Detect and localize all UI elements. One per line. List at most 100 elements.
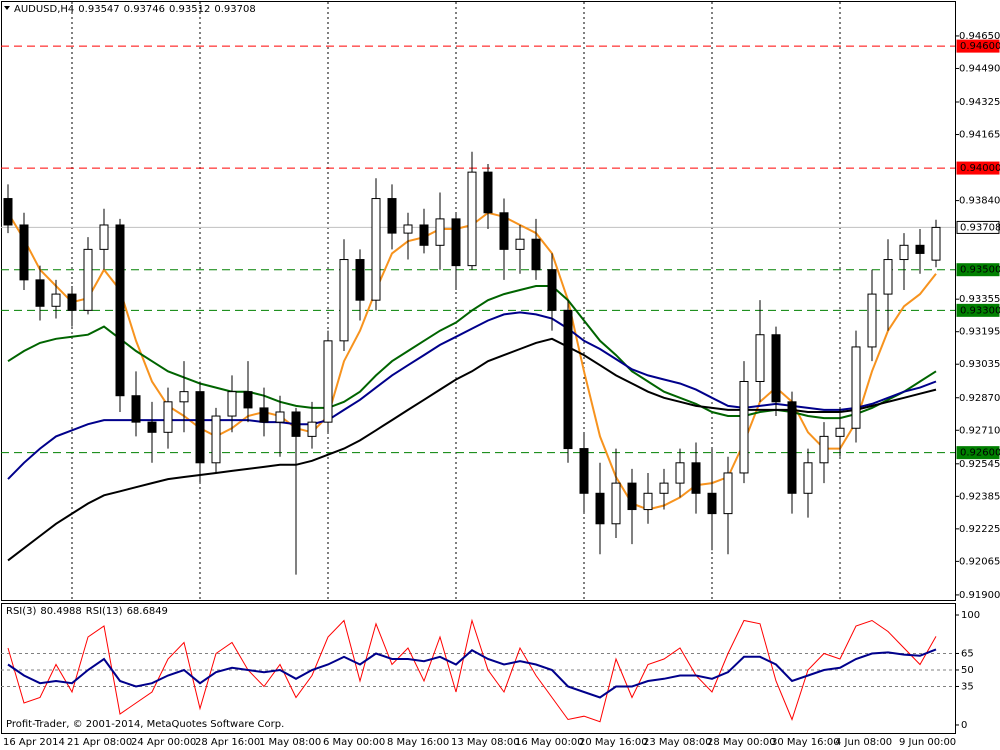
candle-body	[915, 244, 925, 254]
x-tick-label: 20 May 16:00	[579, 737, 648, 748]
candle-body	[51, 293, 61, 307]
candle-body	[451, 218, 461, 267]
price-level-label: 0.92600	[960, 448, 1000, 459]
candle-body	[115, 224, 125, 397]
candle-body	[435, 218, 445, 246]
title-part: AUDUSD,H4	[14, 4, 74, 15]
title-part: 0.93512	[169, 4, 210, 15]
chart-title: AUDUSD,H4 0.93547 0.93746 0.93512 0.93708	[14, 4, 256, 15]
y-tick-label: 0.92065	[959, 556, 1000, 567]
candle-body	[419, 224, 429, 246]
rsi-panel	[1, 603, 956, 734]
candle-body	[723, 472, 733, 515]
candle-body	[211, 415, 221, 464]
candle-body	[35, 279, 45, 307]
x-tick-label: 23 May 08:00	[643, 737, 712, 748]
x-tick-label: 8 May 16:00	[387, 737, 449, 748]
price-level-box	[956, 220, 1000, 234]
candle-body	[867, 293, 877, 348]
y-tick-label: 0	[961, 720, 967, 731]
main-panel	[1, 1, 956, 601]
candle-body	[627, 482, 637, 511]
title-part: 0.93547	[78, 4, 119, 15]
price-level-label: 0.93708	[960, 222, 1000, 233]
candle-body	[275, 411, 285, 423]
x-tick-label: 16 May 00:00	[515, 737, 584, 748]
candle-body	[307, 421, 317, 437]
candle-body	[819, 435, 829, 464]
y-tick-label: 0.91900	[959, 590, 1000, 601]
candle-body	[67, 293, 77, 311]
y-tick-label: 0.93035	[959, 359, 1000, 370]
y-tick-label: 0.94650	[959, 31, 1000, 42]
candle-body	[803, 462, 813, 494]
candle-body	[323, 340, 333, 423]
candle-body	[835, 427, 845, 437]
y-tick-label: 0.94165	[959, 130, 1000, 141]
candle-body	[147, 421, 157, 433]
moving-average	[7, 337, 937, 562]
price-level-box	[956, 39, 1000, 53]
indicator-title-part: 68.6849	[127, 606, 168, 617]
candle-body	[483, 171, 493, 214]
y-tick-label: 0.92870	[959, 393, 1000, 404]
rsi-line	[7, 648, 937, 699]
candle-body	[99, 224, 109, 250]
menu-icon[interactable]	[4, 6, 10, 10]
y-tick-label: 0.93195	[959, 327, 1000, 338]
candle-body	[851, 346, 861, 429]
candle-body	[931, 226, 941, 261]
candle-body	[787, 401, 797, 494]
x-tick-label: 28 May 00:00	[707, 737, 776, 748]
title-part: 0.93708	[214, 4, 255, 15]
y-tick-label: 0.94325	[959, 97, 1000, 108]
price-level-label: 0.93300	[960, 305, 1000, 316]
title-part: 0.93746	[124, 4, 165, 15]
y-tick-label: 0.92225	[959, 524, 1000, 535]
y-tick-label: 0.92710	[959, 425, 1000, 436]
x-tick-label: 9 Jun 00:00	[899, 737, 956, 748]
indicator-title-part: 80.4988	[40, 606, 81, 617]
moving-average	[7, 311, 937, 480]
price-level-box	[956, 263, 1000, 277]
price-level-box	[956, 161, 1000, 175]
candle-body	[195, 391, 205, 464]
x-tick-label: 28 Apr 16:00	[195, 737, 260, 748]
candle-body	[387, 198, 397, 234]
y-tick-label: 65	[961, 648, 974, 659]
candle-body	[899, 244, 909, 261]
price-level-label: 0.94600	[960, 41, 1000, 52]
x-tick-label: 4 Jun 08:00	[835, 737, 892, 748]
price-level-label: 0.93500	[960, 265, 1000, 276]
candle-body	[675, 462, 685, 484]
candle-body	[611, 482, 621, 525]
y-tick-label: 35	[961, 681, 974, 692]
candle-body	[371, 198, 381, 301]
y-tick-label: 0.92385	[959, 491, 1000, 502]
candle-body	[339, 259, 349, 342]
candle-body	[355, 259, 365, 301]
x-tick-label: 16 Apr 2014	[3, 737, 65, 748]
candle-body	[403, 224, 413, 234]
candle-body	[755, 334, 765, 382]
candle-body	[83, 248, 93, 311]
price-level-box	[956, 446, 1000, 460]
x-tick-label: 6 May 00:00	[323, 737, 385, 748]
y-tick-label: 0.93355	[959, 294, 1000, 305]
candle-body	[707, 492, 717, 515]
candle-body	[163, 401, 173, 433]
y-tick-label: 50	[961, 665, 974, 676]
candle-body	[643, 492, 653, 511]
rsi-line	[7, 618, 937, 723]
x-tick-label: 1 May 08:00	[259, 737, 321, 748]
indicator-title-part: RSI(13)	[86, 606, 123, 617]
y-tick-label: 0.92545	[959, 459, 1000, 470]
candle-body	[739, 380, 749, 474]
candle-body	[771, 334, 781, 403]
candle-body	[531, 238, 541, 271]
candle-body	[3, 198, 13, 226]
candle-body	[259, 407, 269, 423]
